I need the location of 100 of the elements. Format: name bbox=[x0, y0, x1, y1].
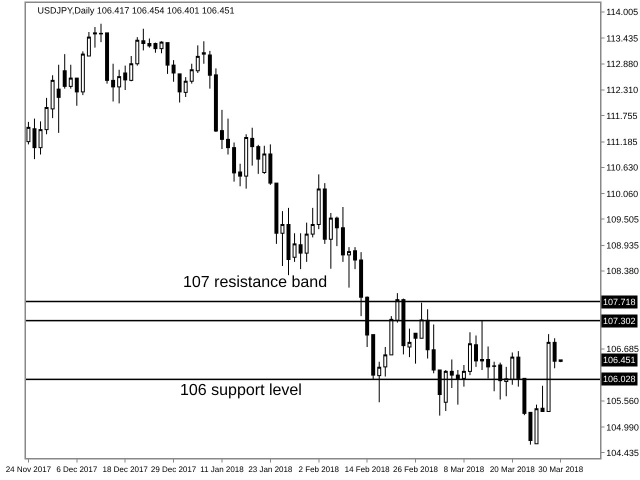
x-tick-label: 11 Jan 2018 bbox=[200, 465, 244, 474]
candlestick bbox=[141, 28, 146, 51]
candlestick bbox=[111, 63, 116, 102]
candlestick bbox=[129, 55, 134, 82]
y-tick-label: 114.005 bbox=[606, 7, 638, 18]
candlestick bbox=[347, 246, 351, 288]
candlestick bbox=[99, 23, 103, 43]
candlestick bbox=[50, 74, 55, 119]
candlestick bbox=[262, 145, 266, 174]
candlestick bbox=[286, 207, 290, 276]
candlestick bbox=[68, 64, 73, 90]
candlestick bbox=[310, 207, 315, 238]
candlestick bbox=[226, 118, 230, 156]
x-tick-label: 26 Feb 2018 bbox=[393, 465, 439, 474]
y-tick-label: 112.880 bbox=[606, 58, 638, 69]
y-tick-label: 108.935 bbox=[606, 240, 639, 251]
candlestick bbox=[414, 332, 418, 364]
annotation: 106 support level bbox=[180, 382, 302, 399]
annotation: 107 resistance band bbox=[183, 274, 328, 291]
candlestick bbox=[38, 120, 42, 156]
x-tick-label: 20 Mar 2018 bbox=[490, 465, 536, 474]
y-tick-label: 113.435 bbox=[606, 33, 638, 44]
candlestick bbox=[56, 64, 61, 134]
y-tick-label: 104.990 bbox=[606, 422, 639, 432]
chart-title: USDJPY,Daily 106.417 106.454 106.401 106.451 bbox=[37, 6, 234, 16]
ref-line-label: 106.028 bbox=[603, 374, 636, 384]
candlestick bbox=[250, 127, 254, 166]
candlestick bbox=[540, 385, 545, 412]
candlestick bbox=[468, 332, 472, 376]
candlestick bbox=[220, 109, 224, 150]
candlestick bbox=[528, 411, 532, 446]
candlestick bbox=[117, 69, 122, 104]
candlestick bbox=[153, 42, 158, 54]
candlestick bbox=[80, 50, 85, 96]
candlestick bbox=[334, 216, 339, 247]
x-tick-label: 30 Mar 2018 bbox=[538, 465, 584, 474]
candlestick bbox=[74, 78, 79, 106]
candlestick bbox=[202, 40, 206, 64]
candlestick bbox=[407, 328, 412, 358]
y-tick-label: 111.185 bbox=[606, 137, 638, 147]
y-tick-label: 104.435 bbox=[606, 448, 639, 458]
candlestick bbox=[232, 142, 236, 182]
candlestick bbox=[166, 42, 170, 74]
candlestick bbox=[208, 50, 212, 90]
candlestick bbox=[178, 73, 182, 103]
candlestick bbox=[328, 212, 333, 270]
candlestick bbox=[214, 68, 218, 132]
candlestick bbox=[383, 346, 388, 377]
candlestick bbox=[32, 118, 36, 160]
x-tick-label: 6 Dec 2017 bbox=[56, 465, 98, 474]
y-tick-label: 112.310 bbox=[606, 85, 638, 96]
y-tick-label: 109.505 bbox=[606, 214, 639, 224]
x-tick-label: 2 Feb 2018 bbox=[298, 465, 340, 474]
candlestick bbox=[353, 246, 358, 270]
ref-line-label: 107.302 bbox=[603, 316, 636, 326]
candlestick bbox=[172, 60, 176, 82]
candlestick bbox=[184, 76, 188, 98]
candlestick bbox=[274, 182, 278, 244]
candlestick bbox=[280, 210, 284, 266]
candlestick bbox=[123, 65, 128, 91]
candlestick bbox=[256, 144, 260, 174]
text: 106.451 bbox=[603, 355, 636, 365]
y-tick-label: 110.060 bbox=[606, 188, 638, 199]
candlestick bbox=[44, 97, 49, 135]
x-tick-label: 24 Nov 2017 bbox=[6, 465, 52, 474]
candlestick bbox=[105, 32, 110, 84]
candlestick bbox=[292, 232, 297, 262]
x-tick-label: 23 Jan 2018 bbox=[248, 465, 293, 474]
candlestick bbox=[86, 32, 91, 56]
candlestick bbox=[268, 144, 272, 186]
candlestick bbox=[238, 163, 242, 187]
candlestick bbox=[62, 54, 67, 90]
candlestick bbox=[160, 40, 164, 54]
candlestick bbox=[474, 335, 478, 368]
candlestick bbox=[552, 338, 557, 369]
candlestick bbox=[340, 206, 345, 262]
x-tick-label: 14 Feb 2018 bbox=[344, 465, 390, 474]
candlestick bbox=[26, 121, 30, 145]
y-tick-label: 111.755 bbox=[606, 110, 638, 121]
candlestick bbox=[92, 26, 97, 48]
ref-line-label: 107.718 bbox=[603, 297, 636, 307]
y-tick-label: 110.630 bbox=[606, 162, 638, 173]
candlestick bbox=[322, 182, 327, 244]
x-tick-label: 8 Mar 2018 bbox=[444, 465, 485, 474]
candlestick bbox=[190, 63, 194, 84]
candlestick bbox=[316, 174, 321, 230]
x-tick-label: 29 Dec 2017 bbox=[150, 465, 197, 474]
candlestick bbox=[244, 134, 248, 190]
candlestick bbox=[534, 404, 538, 445]
candlestick bbox=[298, 232, 303, 270]
y-tick-label: 105.560 bbox=[606, 396, 639, 406]
candlestick bbox=[432, 324, 436, 374]
candlestick bbox=[558, 359, 563, 363]
candlestick bbox=[196, 44, 200, 74]
y-tick-label: 106.685 bbox=[606, 344, 639, 354]
candlestick bbox=[304, 222, 309, 262]
y-tick-label: 108.380 bbox=[606, 266, 639, 276]
candlestick bbox=[135, 36, 140, 66]
candlestick bbox=[147, 38, 152, 48]
x-tick-label: 18 Dec 2017 bbox=[102, 465, 148, 474]
